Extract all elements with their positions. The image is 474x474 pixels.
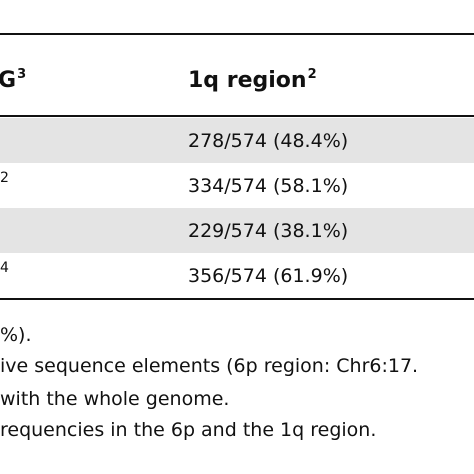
table-row: 229/574 (38.1%) — [0, 208, 474, 253]
column-header-1q-region-superscript: 2 — [307, 67, 317, 82]
table-row: 278/574 (48.4%) — [0, 118, 474, 163]
footnote-line: requencies in the 6p and the 1q region. — [0, 419, 377, 441]
table-row: 2 334/574 (58.1%) — [0, 163, 474, 208]
row-value-1q-region: 334/574 (58.1%) — [188, 175, 349, 197]
table-bottom-rule — [0, 298, 474, 300]
footnote-line: %). — [0, 324, 32, 346]
table-row: 4 356/574 (61.9%) — [0, 253, 474, 298]
footnote-line: with the whole genome. — [0, 388, 230, 410]
row-value-1q-region: 278/574 (48.4%) — [188, 130, 349, 152]
column-header-1q-region: 1q region2 — [188, 60, 317, 96]
footnote-line: ive sequence elements (6p region: Chr6:1… — [0, 355, 419, 377]
row-value-1q-region: 229/574 (38.1%) — [188, 220, 349, 242]
row-label-fragment: 2 — [0, 170, 9, 186]
row-value-1q-region: 356/574 (61.9%) — [188, 265, 349, 287]
row-label-fragment: 4 — [0, 260, 9, 276]
column-header-1q-region-text: 1q region — [188, 68, 307, 93]
table-header-rule — [0, 115, 474, 117]
table-top-rule — [0, 33, 474, 35]
column-header-left-superscript: 3 — [17, 67, 27, 82]
column-header-left: G3 — [0, 60, 26, 96]
column-header-left-text: G — [0, 68, 17, 93]
